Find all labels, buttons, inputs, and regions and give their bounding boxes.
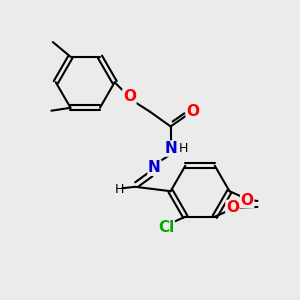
Text: Cl: Cl — [158, 220, 174, 235]
Text: O: O — [241, 193, 254, 208]
Text: O: O — [186, 104, 199, 119]
Text: H: H — [179, 142, 188, 155]
Text: O: O — [226, 200, 239, 215]
Text: N: N — [164, 141, 177, 156]
Text: H: H — [114, 183, 124, 196]
Text: N: N — [148, 160, 161, 175]
Text: O: O — [123, 89, 136, 104]
